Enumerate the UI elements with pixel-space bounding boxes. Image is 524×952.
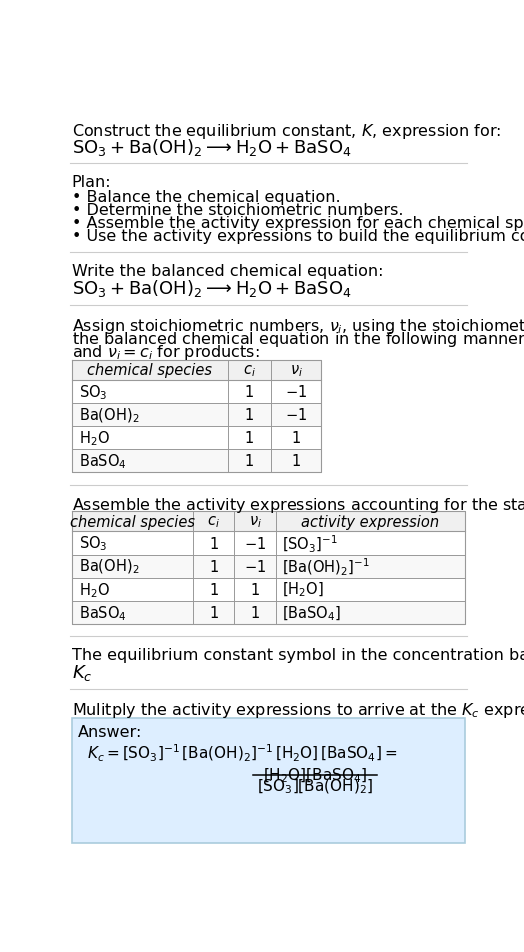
Text: $[\mathrm{SO_3}]^{-1}$: $[\mathrm{SO_3}]^{-1}$ xyxy=(282,533,337,554)
Text: $\mathrm{BaSO_4}$: $\mathrm{BaSO_4}$ xyxy=(80,604,127,622)
Text: • Assemble the activity expression for each chemical species.: • Assemble the activity expression for e… xyxy=(72,216,524,230)
Text: Plan:: Plan: xyxy=(72,175,111,190)
FancyBboxPatch shape xyxy=(72,512,465,532)
Text: Answer:: Answer: xyxy=(78,724,143,739)
Text: $\nu_i$: $\nu_i$ xyxy=(290,363,302,378)
Text: 1: 1 xyxy=(245,454,254,468)
FancyBboxPatch shape xyxy=(72,532,465,555)
Text: and $\nu_i = c_i$ for products:: and $\nu_i = c_i$ for products: xyxy=(72,343,259,362)
Text: $\mathrm{H_2O}$: $\mathrm{H_2O}$ xyxy=(80,428,111,447)
Text: $[\mathrm{SO_3}][\mathrm{Ba(OH)_2}]$: $[\mathrm{SO_3}][\mathrm{Ba(OH)_2}]$ xyxy=(257,777,373,795)
Text: $\mathrm{Ba(OH)_2}$: $\mathrm{Ba(OH)_2}$ xyxy=(80,406,140,425)
Text: $\mathrm{BaSO_4}$: $\mathrm{BaSO_4}$ xyxy=(80,452,127,470)
Text: 1: 1 xyxy=(209,582,219,597)
Text: $\mathrm{SO_3}$: $\mathrm{SO_3}$ xyxy=(80,383,108,401)
FancyBboxPatch shape xyxy=(72,578,465,601)
Text: $\mathrm{H_2O}$: $\mathrm{H_2O}$ xyxy=(80,581,111,599)
Text: The equilibrium constant symbol in the concentration basis is:: The equilibrium constant symbol in the c… xyxy=(72,647,524,663)
Text: 1: 1 xyxy=(250,582,259,597)
Text: 1: 1 xyxy=(291,454,301,468)
Text: $-1$: $-1$ xyxy=(285,407,307,423)
Text: chemical species: chemical species xyxy=(70,514,195,529)
Text: $\mathrm{Ba(OH)_2}$: $\mathrm{Ba(OH)_2}$ xyxy=(80,557,140,576)
Text: 1: 1 xyxy=(291,430,301,446)
Text: • Use the activity expressions to build the equilibrium constant expression.: • Use the activity expressions to build … xyxy=(72,228,524,244)
Text: $[\mathrm{H_2O}]$: $[\mathrm{H_2O}]$ xyxy=(282,581,324,599)
Text: Write the balanced chemical equation:: Write the balanced chemical equation: xyxy=(72,264,383,278)
FancyBboxPatch shape xyxy=(72,361,321,381)
Text: $\nu_i$: $\nu_i$ xyxy=(248,514,261,529)
Text: $[\mathrm{BaSO_4}]$: $[\mathrm{BaSO_4}]$ xyxy=(282,604,341,622)
Text: $-1$: $-1$ xyxy=(285,384,307,400)
Text: $c_i$: $c_i$ xyxy=(243,363,256,378)
Text: activity expression: activity expression xyxy=(301,514,440,529)
Text: Mulitply the activity expressions to arrive at the $K_c$ expression:: Mulitply the activity expressions to arr… xyxy=(72,701,524,720)
Text: $[\mathrm{Ba(OH)_2}]^{-1}$: $[\mathrm{Ba(OH)_2}]^{-1}$ xyxy=(282,556,369,577)
Text: $-1$: $-1$ xyxy=(244,535,266,551)
Text: $\mathrm{SO_3}$: $\mathrm{SO_3}$ xyxy=(80,534,108,553)
Text: 1: 1 xyxy=(245,407,254,423)
Text: 1: 1 xyxy=(209,559,219,574)
FancyBboxPatch shape xyxy=(72,426,321,449)
Text: the balanced chemical equation in the following manner: $\nu_i = -c_i$ for react: the balanced chemical equation in the fo… xyxy=(72,329,524,348)
Text: 1: 1 xyxy=(250,605,259,620)
Text: $K_c$: $K_c$ xyxy=(72,662,92,682)
Text: $\mathrm{SO_3 + Ba(OH)_2 \longrightarrow H_2O + BaSO_4}$: $\mathrm{SO_3 + Ba(OH)_2 \longrightarrow… xyxy=(72,278,352,299)
Text: $c_i$: $c_i$ xyxy=(208,514,220,529)
Text: 1: 1 xyxy=(209,536,219,551)
Text: Construct the equilibrium constant, $K$, expression for:: Construct the equilibrium constant, $K$,… xyxy=(72,122,501,141)
Text: Assemble the activity expressions accounting for the state of matter and $\nu_i$: Assemble the activity expressions accoun… xyxy=(72,496,524,515)
FancyBboxPatch shape xyxy=(72,404,321,426)
FancyBboxPatch shape xyxy=(72,718,465,843)
FancyBboxPatch shape xyxy=(72,601,465,625)
Text: 1: 1 xyxy=(245,385,254,400)
Text: chemical species: chemical species xyxy=(88,363,212,378)
Text: $\mathrm{SO_3 + Ba(OH)_2 \longrightarrow H_2O + BaSO_4}$: $\mathrm{SO_3 + Ba(OH)_2 \longrightarrow… xyxy=(72,136,352,157)
FancyBboxPatch shape xyxy=(72,555,465,578)
Text: $K_c = [\mathrm{SO_3}]^{-1}\,[\mathrm{Ba(OH)_2}]^{-1}\,[\mathrm{H_2O}]\,[\mathrm: $K_c = [\mathrm{SO_3}]^{-1}\,[\mathrm{Ba… xyxy=(87,742,398,763)
Text: 1: 1 xyxy=(209,605,219,620)
Text: • Balance the chemical equation.: • Balance the chemical equation. xyxy=(72,189,340,205)
Text: $-1$: $-1$ xyxy=(244,559,266,574)
Text: Assign stoichiometric numbers, $\nu_i$, using the stoichiometric coefficients, $: Assign stoichiometric numbers, $\nu_i$, … xyxy=(72,316,524,335)
Text: $[\mathrm{H_2O}][\mathrm{BaSO_4}]$: $[\mathrm{H_2O}][\mathrm{BaSO_4}]$ xyxy=(263,765,367,784)
Text: 1: 1 xyxy=(245,430,254,446)
Text: • Determine the stoichiometric numbers.: • Determine the stoichiometric numbers. xyxy=(72,203,403,218)
FancyBboxPatch shape xyxy=(72,381,321,404)
FancyBboxPatch shape xyxy=(72,449,321,473)
